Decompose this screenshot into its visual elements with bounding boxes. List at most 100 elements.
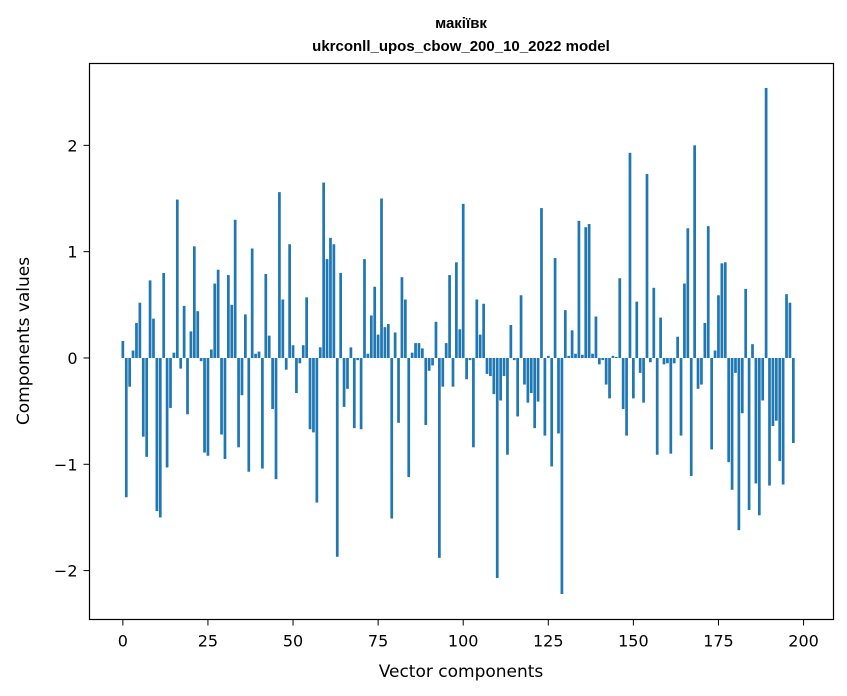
bar-86: [414, 343, 417, 358]
bar-120: [529, 357, 533, 394]
bar-69: [356, 357, 360, 361]
bar-37: [247, 357, 251, 472]
bar-161: [669, 357, 673, 454]
bar-143: [608, 357, 611, 399]
bar-53: [301, 345, 305, 358]
y-tick-label: −2: [54, 562, 78, 581]
bar-114: [509, 325, 513, 358]
y-tick-label: 2: [67, 136, 77, 155]
bar-197: [791, 357, 795, 444]
bar-155: [649, 357, 652, 363]
y-tick-label: 0: [67, 349, 77, 368]
bar-146: [618, 278, 622, 358]
bar-192: [774, 357, 778, 421]
bar-29: [220, 357, 223, 435]
bar-186: [754, 357, 758, 484]
bar-76: [380, 198, 383, 358]
bar-184: [747, 357, 751, 510]
bar-162: [672, 357, 676, 364]
bar-49: [288, 244, 291, 358]
bar-132: [570, 330, 574, 358]
bar-195: [785, 294, 788, 358]
x-axis: 0 25 50 75 100 125 150 175 200: [118, 619, 819, 651]
bar-152: [638, 357, 642, 373]
bar-106: [482, 303, 485, 358]
bar-171: [703, 322, 707, 358]
bar-9: [152, 318, 155, 358]
bar-77: [383, 327, 387, 358]
bar-131: [567, 355, 571, 358]
bar-142: [604, 357, 608, 385]
bar-154: [645, 174, 649, 358]
bar-159: [662, 357, 666, 365]
bar-3: [131, 350, 135, 358]
bar-153: [642, 357, 645, 403]
bar-122: [536, 357, 540, 402]
bar-72: [366, 353, 370, 358]
bar-98: [455, 262, 458, 358]
bar-115: [512, 357, 516, 361]
bar-84: [407, 357, 411, 478]
bar-82: [400, 277, 404, 358]
bar-194: [781, 357, 785, 485]
bar-150: [632, 357, 635, 399]
bar-188: [761, 357, 765, 401]
bar-157: [655, 357, 659, 455]
x-tick-label: 50: [283, 632, 303, 651]
bar-10: [155, 357, 159, 512]
bar-189: [764, 87, 768, 358]
bar-117: [519, 295, 523, 358]
bar-118: [523, 357, 526, 385]
bar-70: [359, 357, 363, 430]
bar-39: [254, 353, 257, 358]
bar-21: [192, 246, 196, 358]
y-tick-label: 1: [67, 243, 77, 262]
bar-137: [587, 224, 591, 358]
x-tick-label: 75: [368, 632, 388, 651]
bar-149: [628, 152, 632, 358]
bar-111: [499, 357, 502, 401]
bar-96: [448, 275, 451, 358]
bar-90: [427, 357, 431, 371]
bar-116: [516, 357, 520, 417]
chart-title: макіївк: [435, 15, 487, 32]
bar-87: [417, 343, 421, 358]
bar-110: [495, 357, 499, 579]
bar-182: [740, 357, 744, 414]
y-axis: −2 −1 0 1 2: [54, 136, 90, 581]
bar-127: [553, 258, 557, 358]
bar-60: [325, 259, 329, 358]
bar-193: [778, 357, 782, 462]
bar-23: [199, 357, 203, 362]
bar-108: [489, 357, 492, 377]
bar-123: [540, 208, 543, 358]
bar-41: [261, 357, 264, 469]
bar-61: [329, 237, 332, 358]
bar-48: [284, 357, 288, 370]
bar-124: [543, 357, 547, 436]
bar-13: [165, 357, 169, 468]
bar-167: [689, 357, 693, 476]
bar-28: [216, 269, 220, 358]
bar-66: [346, 357, 349, 389]
bar-71: [363, 259, 366, 358]
bar-38: [250, 248, 254, 358]
bar-109: [492, 357, 496, 395]
bar-135: [580, 354, 584, 358]
bar-85: [410, 352, 414, 358]
bar-57: [315, 357, 319, 503]
bar-170: [700, 357, 703, 385]
bar-183: [744, 288, 748, 358]
bar-51: [295, 357, 298, 394]
bar-1: [124, 357, 128, 498]
bar-100: [461, 203, 465, 358]
bar-133: [574, 353, 577, 358]
bar-73: [369, 315, 373, 358]
bar-58: [318, 347, 322, 358]
bar-172: [706, 226, 710, 358]
bar-113: [506, 357, 509, 455]
x-axis-label: Vector components: [379, 662, 544, 682]
bar-128: [557, 357, 560, 434]
bar-92: [434, 321, 438, 358]
bar-103: [472, 357, 475, 448]
